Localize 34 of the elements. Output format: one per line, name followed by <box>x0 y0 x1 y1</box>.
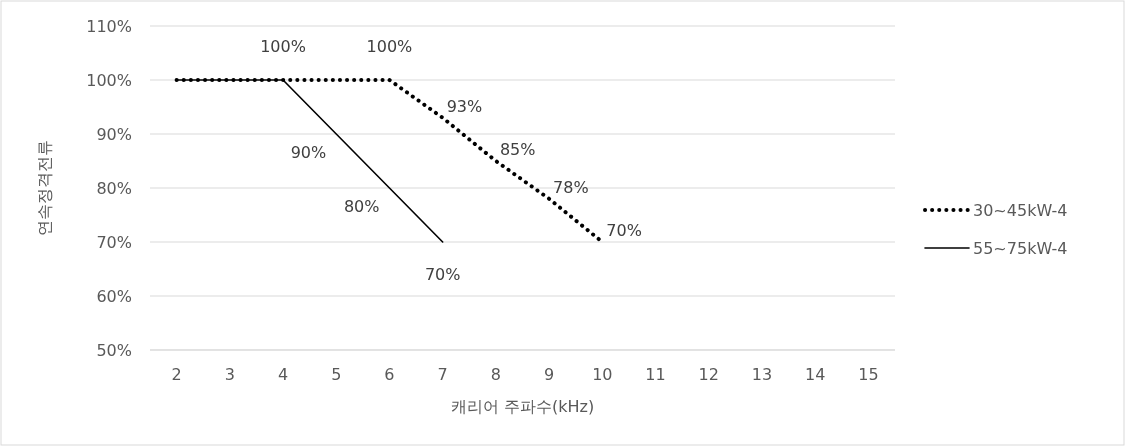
data-label: 93% <box>446 96 483 116</box>
x-tick-label: 7 <box>437 365 448 384</box>
x-tick-label: 3 <box>224 365 235 384</box>
y-tick-label: 80% <box>96 179 132 198</box>
data-label: 85% <box>499 140 536 159</box>
y-tick-label: 90% <box>96 125 132 144</box>
y-tick-label: 60% <box>96 287 132 306</box>
data-label: 100% <box>260 37 306 56</box>
x-tick-label: 8 <box>490 365 501 384</box>
x-tick-label: 9 <box>544 365 555 384</box>
data-label: 70% <box>424 265 461 284</box>
data-label: 78% <box>553 177 589 197</box>
legend-label: 30~45kW-4 <box>973 201 1068 220</box>
data-label: 80% <box>343 197 380 216</box>
data-label: 70% <box>606 221 642 240</box>
x-tick-label: 10 <box>592 365 613 384</box>
y-tick-label: 100% <box>86 71 132 90</box>
legend-label: 55~75kW-4 <box>973 239 1068 258</box>
x-tick-label: 12 <box>698 365 719 384</box>
data-label: 100% <box>366 37 413 56</box>
y-tick-label: 110% <box>86 17 132 36</box>
x-tick-label: 4 <box>277 365 289 384</box>
x-tick-label: 2 <box>171 365 182 384</box>
x-tick-label: 15 <box>858 365 879 384</box>
x-tick-label: 11 <box>645 365 666 384</box>
data-label: 90% <box>290 143 327 162</box>
y-tick-label: 70% <box>96 233 132 252</box>
x-tick-label: 13 <box>751 365 773 384</box>
x-tick-label: 6 <box>384 365 395 384</box>
x-tick-label: 14 <box>805 365 826 384</box>
x-axis-title: 캐리어 주파수(kHz) <box>450 397 595 416</box>
y-tick-label: 50% <box>96 341 132 360</box>
y-axis-title: 연속정격전류 <box>35 140 54 236</box>
x-tick-label: 5 <box>331 365 342 384</box>
